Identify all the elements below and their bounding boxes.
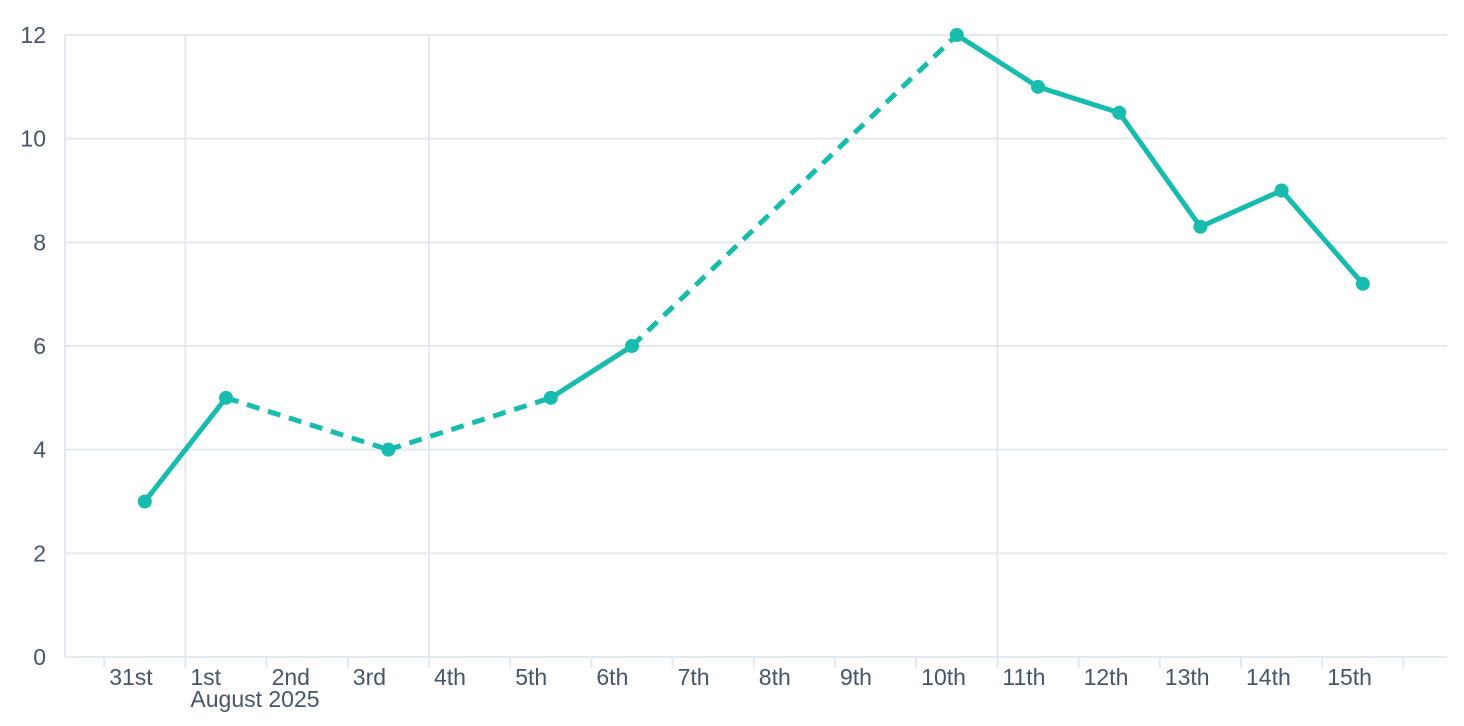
x-axis-label: 31st xyxy=(109,664,153,690)
series-segment-dashed xyxy=(225,395,390,453)
x-axis-label: 7th xyxy=(678,664,710,690)
data-point-marker[interactable] xyxy=(625,339,639,353)
series-segment-solid xyxy=(954,32,1041,90)
x-axis-label: 10th xyxy=(921,664,966,690)
series-segment-solid xyxy=(1279,188,1366,287)
x-axis-label: 11th xyxy=(1002,664,1045,690)
data-point-marker[interactable] xyxy=(219,390,233,405)
x-axis-label: 13th xyxy=(1165,664,1210,690)
series-segment-solid xyxy=(1197,188,1285,230)
series-segment-solid xyxy=(142,395,229,504)
x-axis-label: 1st xyxy=(190,664,221,690)
x-axis-label: 6th xyxy=(596,664,628,690)
y-axis-label: 8 xyxy=(33,229,46,255)
x-axis-label: 12th xyxy=(1084,664,1129,690)
x-axis-month-label: August 2025 xyxy=(190,686,319,712)
data-point-marker[interactable] xyxy=(949,28,964,42)
y-axis-label: 0 xyxy=(33,644,46,670)
series-segment-dashed xyxy=(630,33,959,348)
axis-labels-layer: 31st 1st 2nd 3rd 4th 5th 6th 7th 8th 9th 10th 11th 1… xyxy=(20,22,1372,712)
gridlines-layer xyxy=(65,34,1447,658)
data-point-marker[interactable] xyxy=(1193,219,1208,234)
data-point-marker[interactable] xyxy=(381,442,396,457)
x-axis-label: 2nd xyxy=(272,664,310,690)
data-point-marker[interactable] xyxy=(543,390,558,405)
series-segment-solid xyxy=(1116,110,1203,230)
series-segment-dashed xyxy=(387,395,552,453)
data-point-marker[interactable] xyxy=(1112,105,1127,120)
data-point-marker[interactable] xyxy=(1031,79,1045,94)
x-axis-label: 8th xyxy=(759,664,791,690)
data-point-marker[interactable] xyxy=(137,494,152,509)
data-point-marker[interactable] xyxy=(1274,183,1289,198)
series-segment-solid xyxy=(548,343,635,401)
x-axis-label: 9th xyxy=(840,664,872,690)
series-layer xyxy=(137,28,1370,509)
x-axis-label: 15th xyxy=(1327,664,1372,690)
x-axis-label: 5th xyxy=(515,664,547,690)
y-axis-label: 12 xyxy=(20,22,46,48)
y-axis-label: 6 xyxy=(33,333,46,359)
series-segment-solid xyxy=(1035,84,1122,116)
x-axis-label: 3rd xyxy=(353,664,386,690)
x-axis-label: 4th xyxy=(434,664,466,690)
y-axis-label: 2 xyxy=(33,540,46,566)
y-axis-label: 4 xyxy=(33,437,46,463)
x-axis-label: 14th xyxy=(1246,664,1291,690)
axes-layer xyxy=(64,35,1447,668)
data-point-marker[interactable] xyxy=(1355,276,1370,291)
y-axis-label: 10 xyxy=(20,126,46,152)
